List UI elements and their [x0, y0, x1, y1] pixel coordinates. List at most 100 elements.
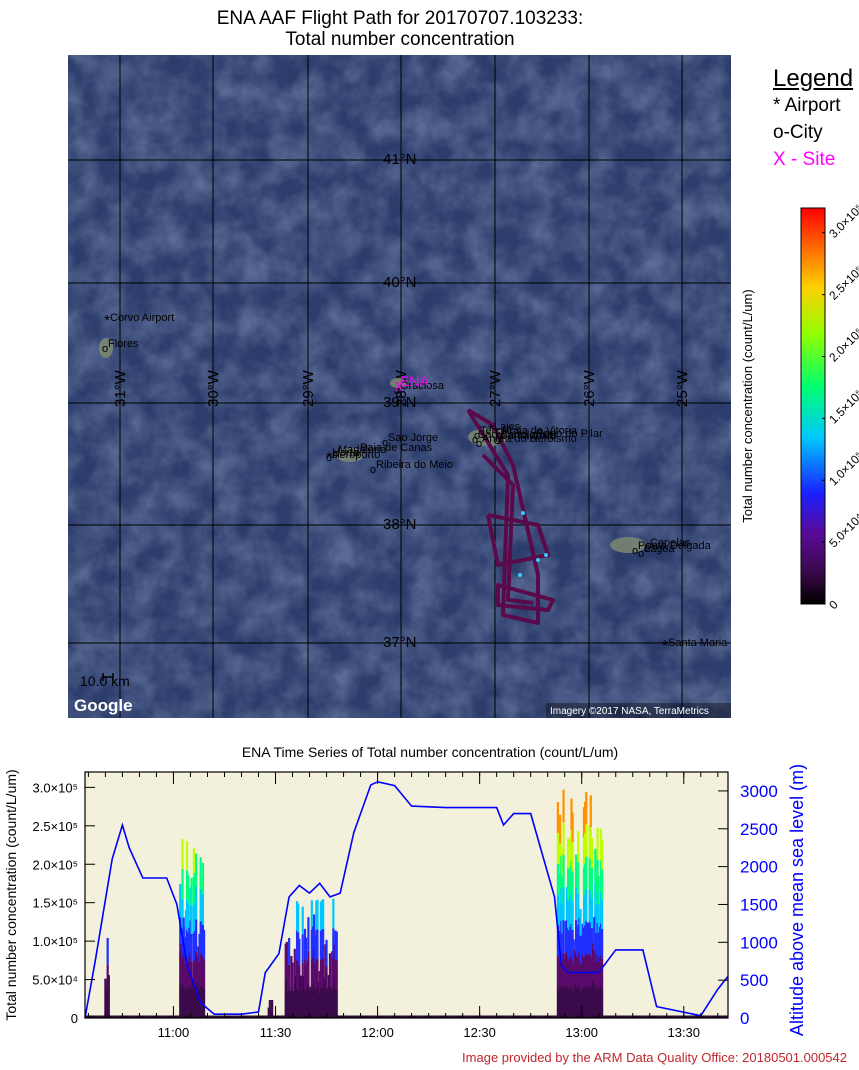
y2-axis-label: Altitude above mean sea level (m) [787, 764, 807, 1036]
colorbar-tick-label: 3.0×10⁵ [826, 201, 859, 241]
svg-text:o: o [530, 433, 536, 445]
lon-label: 26°W [581, 369, 598, 407]
flight-track [481, 453, 534, 605]
imagery-credit: Imagery ©2017 NASA, TerraMetrics [550, 706, 709, 717]
legend-city: o-City [773, 122, 823, 143]
x-tick-label: 11:30 [260, 1025, 292, 1040]
svg-text:X: X [394, 378, 404, 394]
y2-tick-label: 0 [740, 1009, 749, 1028]
svg-text:ENA: ENA [400, 373, 429, 389]
place-baia-de-canas: o Baia de Canas [354, 442, 433, 459]
place-ponta-delgada: o Ponta Delgada [632, 540, 712, 557]
svg-text:Ribeira do Meio: Ribeira do Meio [376, 459, 453, 471]
svg-text:*: * [326, 450, 332, 467]
google-logo: Google [74, 696, 133, 715]
x-tick-label: 12:30 [463, 1025, 496, 1040]
svg-text:Flores: Flores [108, 338, 139, 350]
y-tick-label: 2.5×10⁵ [32, 819, 78, 834]
flight-path [466, 408, 555, 625]
svg-text:Lajes: Lajes [494, 421, 521, 433]
place-santa-maria: * Santa Maria [662, 637, 728, 655]
colorbar-tick-label: 1.0×10⁵ [826, 449, 859, 489]
flight-track-high [518, 573, 522, 577]
svg-text:Ponta Delgada: Ponta Delgada [638, 540, 712, 552]
colorbar-tick-label: 1.5×10⁵ [826, 387, 859, 427]
legend-airport: * Airport [773, 95, 841, 116]
time-series-chart: 0 5.0×10⁴ 1.0×10⁵ 1.5×10⁵ 2.0×10⁵ 2.5×10⁵ 3.0×… [3, 764, 807, 1040]
island-sao-miguel [610, 537, 646, 553]
flight-track [496, 583, 555, 612]
map-svg: 41°N40°N39°N38°N37°N 31°W 30°W 29°W 28°W 27°… [68, 55, 731, 718]
svg-text:o: o [382, 437, 388, 449]
place-aeroporto: * Aeroporto [326, 449, 380, 467]
y2-tick-label: 2500 [740, 820, 778, 839]
y2-tick-label: 2000 [740, 858, 778, 877]
svg-text:o: o [370, 464, 376, 476]
map-title: ENA AAF Flight Path for 20170707.103233:… [0, 8, 800, 50]
lon-label: 25°W [674, 369, 691, 407]
place-flores: o Flores [102, 338, 139, 355]
svg-text:o: o [496, 430, 502, 442]
svg-text:o: o [332, 449, 338, 461]
svg-text:o: o [474, 430, 480, 442]
colorbar-tick-label: 2.5×10⁵ [826, 263, 859, 303]
map-title-line1: ENA AAF Flight Path for 20170707.103233: [216, 8, 584, 29]
x-tick-label: 13:30 [667, 1025, 700, 1040]
place-lajes: * Lajes [488, 421, 521, 439]
svg-text:Santa Maria: Santa Maria [668, 637, 728, 649]
svg-text:o: o [632, 545, 638, 557]
colorbar: 0 5.0×10⁴ 1.0×10⁵ 1.5×10⁵ 2.0×10⁵ 2.5×10⁵ 3.0×… [740, 201, 859, 612]
place-lagoa: o Lagoa [638, 543, 675, 560]
lon-label: 29°W [300, 369, 317, 407]
lat-label: 39°N [383, 394, 417, 411]
altitude-line [84, 780, 729, 1019]
place-praia-da-vitoria: o Praia da Vitoria [496, 425, 578, 442]
svg-text:Terceira: Terceira [480, 425, 520, 437]
place-madalena: o Madalena [332, 444, 387, 461]
chart-title: ENA Time Series of Total number concentr… [241, 744, 619, 760]
svg-text:Aeroporto: Aeroporto [332, 449, 380, 461]
svg-text:Madalena: Madalena [338, 444, 387, 456]
flight-track-high [536, 558, 540, 562]
colorbar-gradient [800, 207, 826, 605]
place-horta: o Horta [326, 447, 360, 464]
svg-text:*: * [488, 422, 494, 439]
lon-label: 31°W [112, 369, 129, 407]
map-panel[interactable]: 41°N 40°N 39°N 38°N 37°N 31°W 30°W 29°W 28°W 27°… [68, 55, 731, 718]
svg-text:o: o [494, 435, 500, 447]
svg-text:Porto do Pilar: Porto do Pilar [536, 428, 603, 440]
svg-text:Graciosa: Graciosa [400, 380, 445, 392]
place-ribeira-do-meio: o Ribeira do Meio [370, 459, 453, 476]
colorbar-tick-label: 2.0×10⁵ [826, 325, 859, 365]
x-tick-label: 13:00 [565, 1025, 598, 1040]
svg-text:Corvo Airport: Corvo Airport [110, 312, 174, 324]
svg-text:o: o [638, 548, 644, 560]
plot-frame [84, 771, 729, 1019]
colorbar-tick-label: 5.0×10⁴ [826, 511, 859, 551]
colorbar-label: Total number concentration (count/L/um) [740, 289, 755, 522]
lon-label: 30°W [205, 369, 222, 407]
legend-site: X - Site [773, 149, 836, 170]
lat-label: 40°N [383, 274, 417, 291]
svg-text:Praia da Vitoria: Praia da Vitoria [502, 425, 578, 437]
legend-title: Legend [773, 65, 854, 92]
lat-label: 38°N [383, 516, 417, 533]
footer-credit: Image provided by the ARM Data Quality O… [462, 1050, 847, 1065]
scale-label: 10.0 km [80, 673, 130, 689]
x-tick-label: 12:00 [361, 1025, 394, 1040]
svg-text:Baia de Canas: Baia de Canas [360, 442, 433, 454]
lat-label: 41°N [383, 151, 417, 168]
y2-tick-label: 1000 [740, 933, 778, 952]
island-flores [99, 338, 113, 358]
svg-text:o: o [354, 447, 360, 459]
svg-text:Horta: Horta [332, 447, 360, 459]
svg-text:o: o [102, 343, 108, 355]
flight-track-high [544, 553, 548, 557]
place-angra-do-heroismo: o Angra do Heroismo [476, 433, 577, 450]
flight-track-high [521, 511, 525, 515]
place-capelas: o Capelas [644, 537, 691, 554]
svg-text:o: o [326, 452, 332, 464]
y-tick-label: 1.5×10⁵ [32, 896, 78, 911]
svg-text:Santa Cruz: Santa Cruz [500, 430, 555, 442]
